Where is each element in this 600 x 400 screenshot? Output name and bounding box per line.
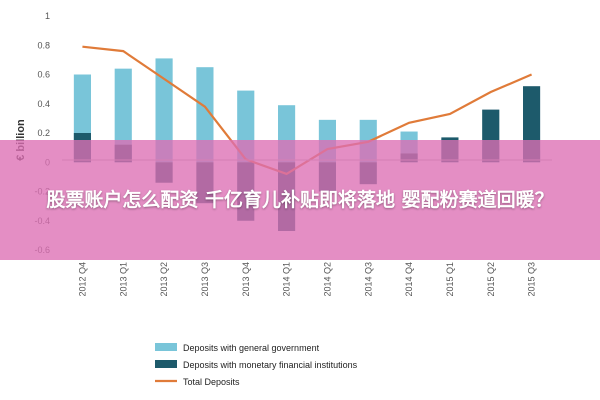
y-tick-label: 0.2 (37, 128, 50, 138)
bar-general-government (196, 67, 214, 163)
bar-general-government (155, 58, 173, 163)
y-tick-label: 0.8 (37, 40, 50, 50)
y-tick-label: 0.6 (37, 70, 50, 80)
bar-general-government (114, 68, 132, 163)
x-tick-label: 2015 Q2 (486, 262, 496, 297)
promo-banner: 股票账户怎么配资 千亿育儿补贴即将落地 婴配粉赛道回暖？ (0, 140, 600, 260)
x-tick-label: 2013 Q4 (241, 262, 251, 297)
x-tick-label: 2015 Q3 (527, 262, 537, 297)
x-tick-label: 2014 Q2 (322, 262, 332, 297)
x-tick-label: 2015 Q1 (445, 262, 455, 297)
legend-label-total-deposits: Total Deposits (183, 377, 240, 387)
legend-label-monetary-financial-institutions: Deposits with monetary financial institu… (183, 360, 358, 370)
x-tick-label: 2014 Q4 (404, 262, 414, 297)
x-tick-label: 2014 Q3 (363, 262, 373, 297)
x-tick-label: 2013 Q2 (159, 262, 169, 297)
legend: Deposits with general government Deposit… (155, 343, 358, 387)
x-tick-label: 2012 Q4 (77, 262, 87, 297)
x-tick-label: 2013 Q1 (118, 262, 128, 297)
x-axis-ticks: 2012 Q4 2013 Q1 2013 Q2 2013 Q3 2013 Q4 2014 … (77, 262, 536, 297)
banner-headline: 股票账户怎么配资 千亿育儿补贴即将落地 婴配粉赛道回暖？ (46, 189, 554, 211)
legend-swatch-monetary-financial-institutions (155, 360, 177, 368)
legend-label-general-government: Deposits with general government (183, 343, 320, 353)
y-tick-label: 0.4 (37, 99, 50, 109)
x-tick-label: 2013 Q3 (200, 262, 210, 297)
x-tick-label: 2014 Q1 (282, 262, 292, 297)
legend-swatch-general-government (155, 343, 177, 351)
y-tick-label: 1 (45, 11, 50, 21)
